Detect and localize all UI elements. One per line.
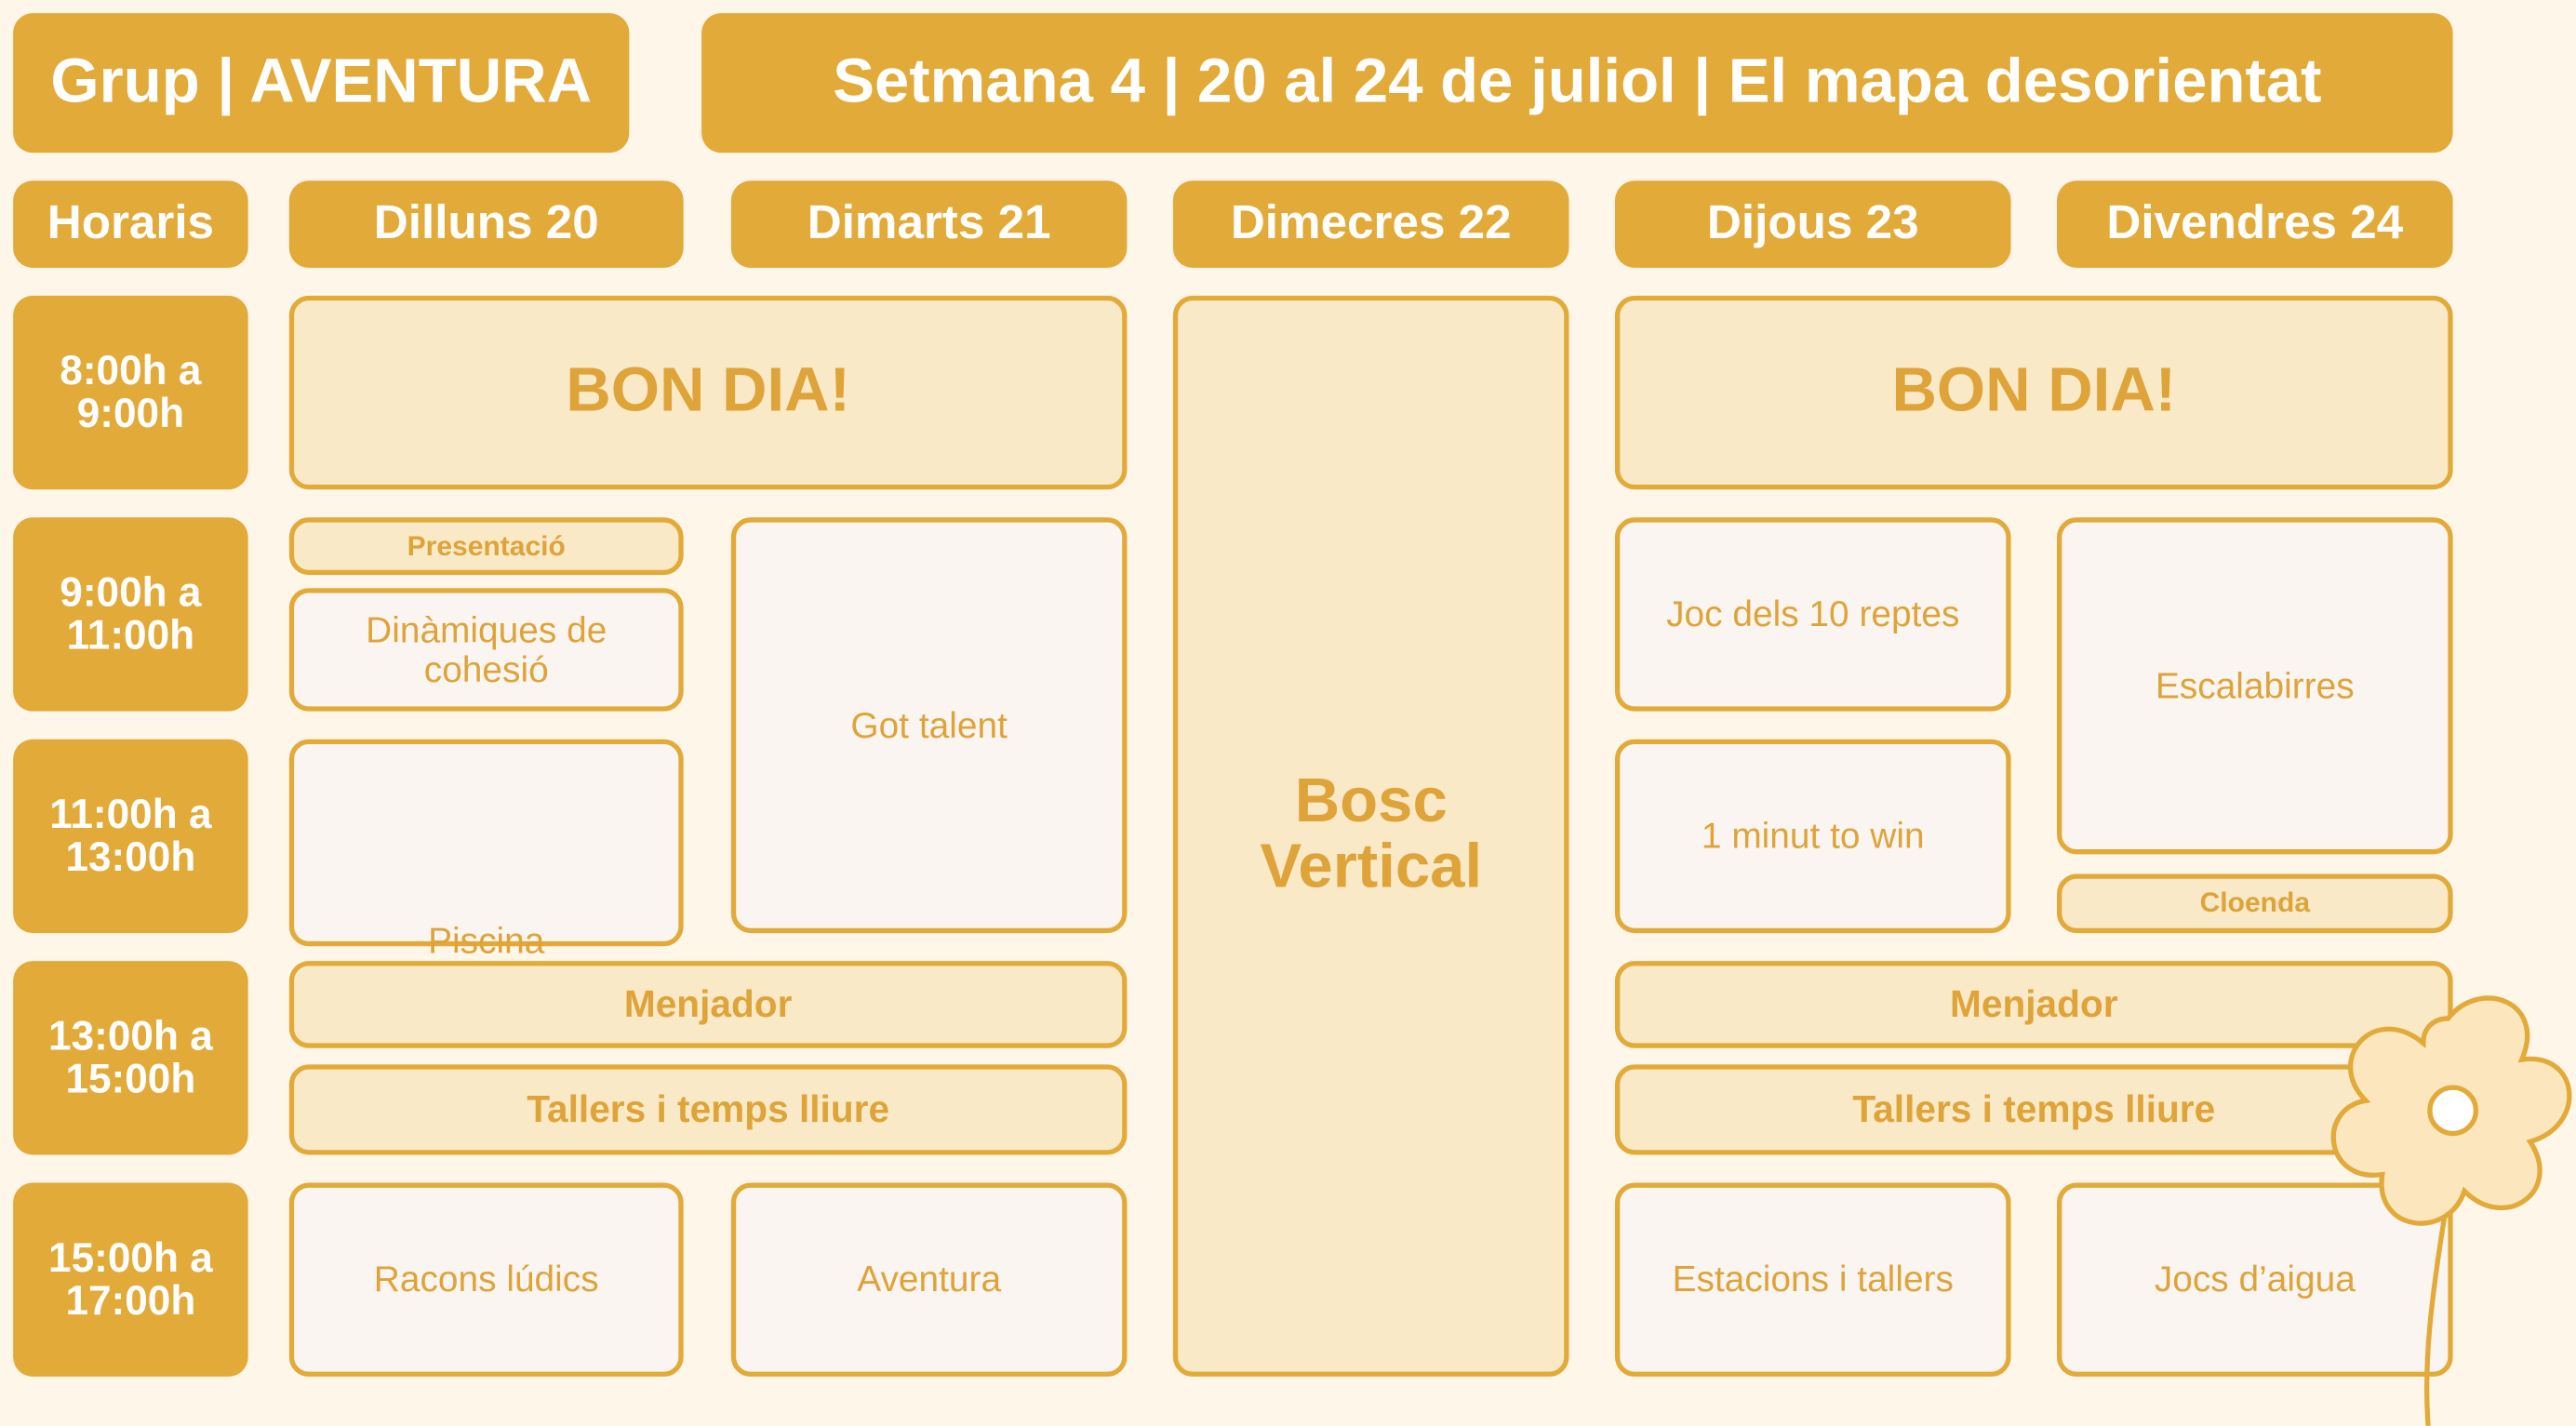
flower-decoration xyxy=(2330,995,2572,1426)
column-header: Dimecres 22 xyxy=(1172,180,1569,268)
activity: Aventura xyxy=(730,1182,1128,1377)
column-header: Horaris xyxy=(13,180,248,268)
activity: Dinàmiques de cohesió xyxy=(288,588,684,712)
activity: Escalabirres xyxy=(2057,517,2453,855)
time-slot: 15:00h a 17:00h xyxy=(13,1182,248,1377)
activity: Tallers i temps lliure xyxy=(1614,1064,2453,1155)
activity: Piscina xyxy=(288,739,684,960)
activity: Jocs d’aigua xyxy=(2057,1182,2453,1377)
group-title: Grup | AVENTURA xyxy=(13,13,630,153)
activity: Bosc Vertical xyxy=(1172,295,1569,1377)
column-header: Dimarts 21 xyxy=(730,180,1128,268)
activity: BON DIA! xyxy=(288,295,1128,490)
activity: Cloenda xyxy=(2057,873,2453,934)
activity: Racons lúdics xyxy=(288,1182,684,1377)
time-slot: 9:00h a 11:00h xyxy=(13,517,248,712)
time-slot: 8:00h a 9:00h xyxy=(13,295,248,490)
activity: Got talent xyxy=(730,517,1128,934)
activity: 1 minut to win xyxy=(1614,739,2011,934)
activity: Joc dels 10 reptes xyxy=(1614,517,2011,712)
time-slot: 13:00h a 15:00h xyxy=(13,961,248,1155)
activity: Menjador xyxy=(288,961,1128,1048)
activity: BON DIA! xyxy=(1614,295,2453,490)
column-header: Dilluns 20 xyxy=(288,180,684,268)
column-header: Dijous 23 xyxy=(1614,180,2011,268)
activity: Estacions i tallers xyxy=(1614,1182,2011,1377)
column-header: Divendres 24 xyxy=(2057,180,2453,268)
week-title: Setmana 4 | 20 al 24 de juliol | El mapa… xyxy=(701,13,2453,153)
activity: Menjador xyxy=(1614,961,2453,1048)
time-slot: 11:00h a 13:00h xyxy=(13,739,248,934)
activity: Presentació xyxy=(288,517,684,576)
activity: Tallers i temps lliure xyxy=(288,1064,1128,1155)
